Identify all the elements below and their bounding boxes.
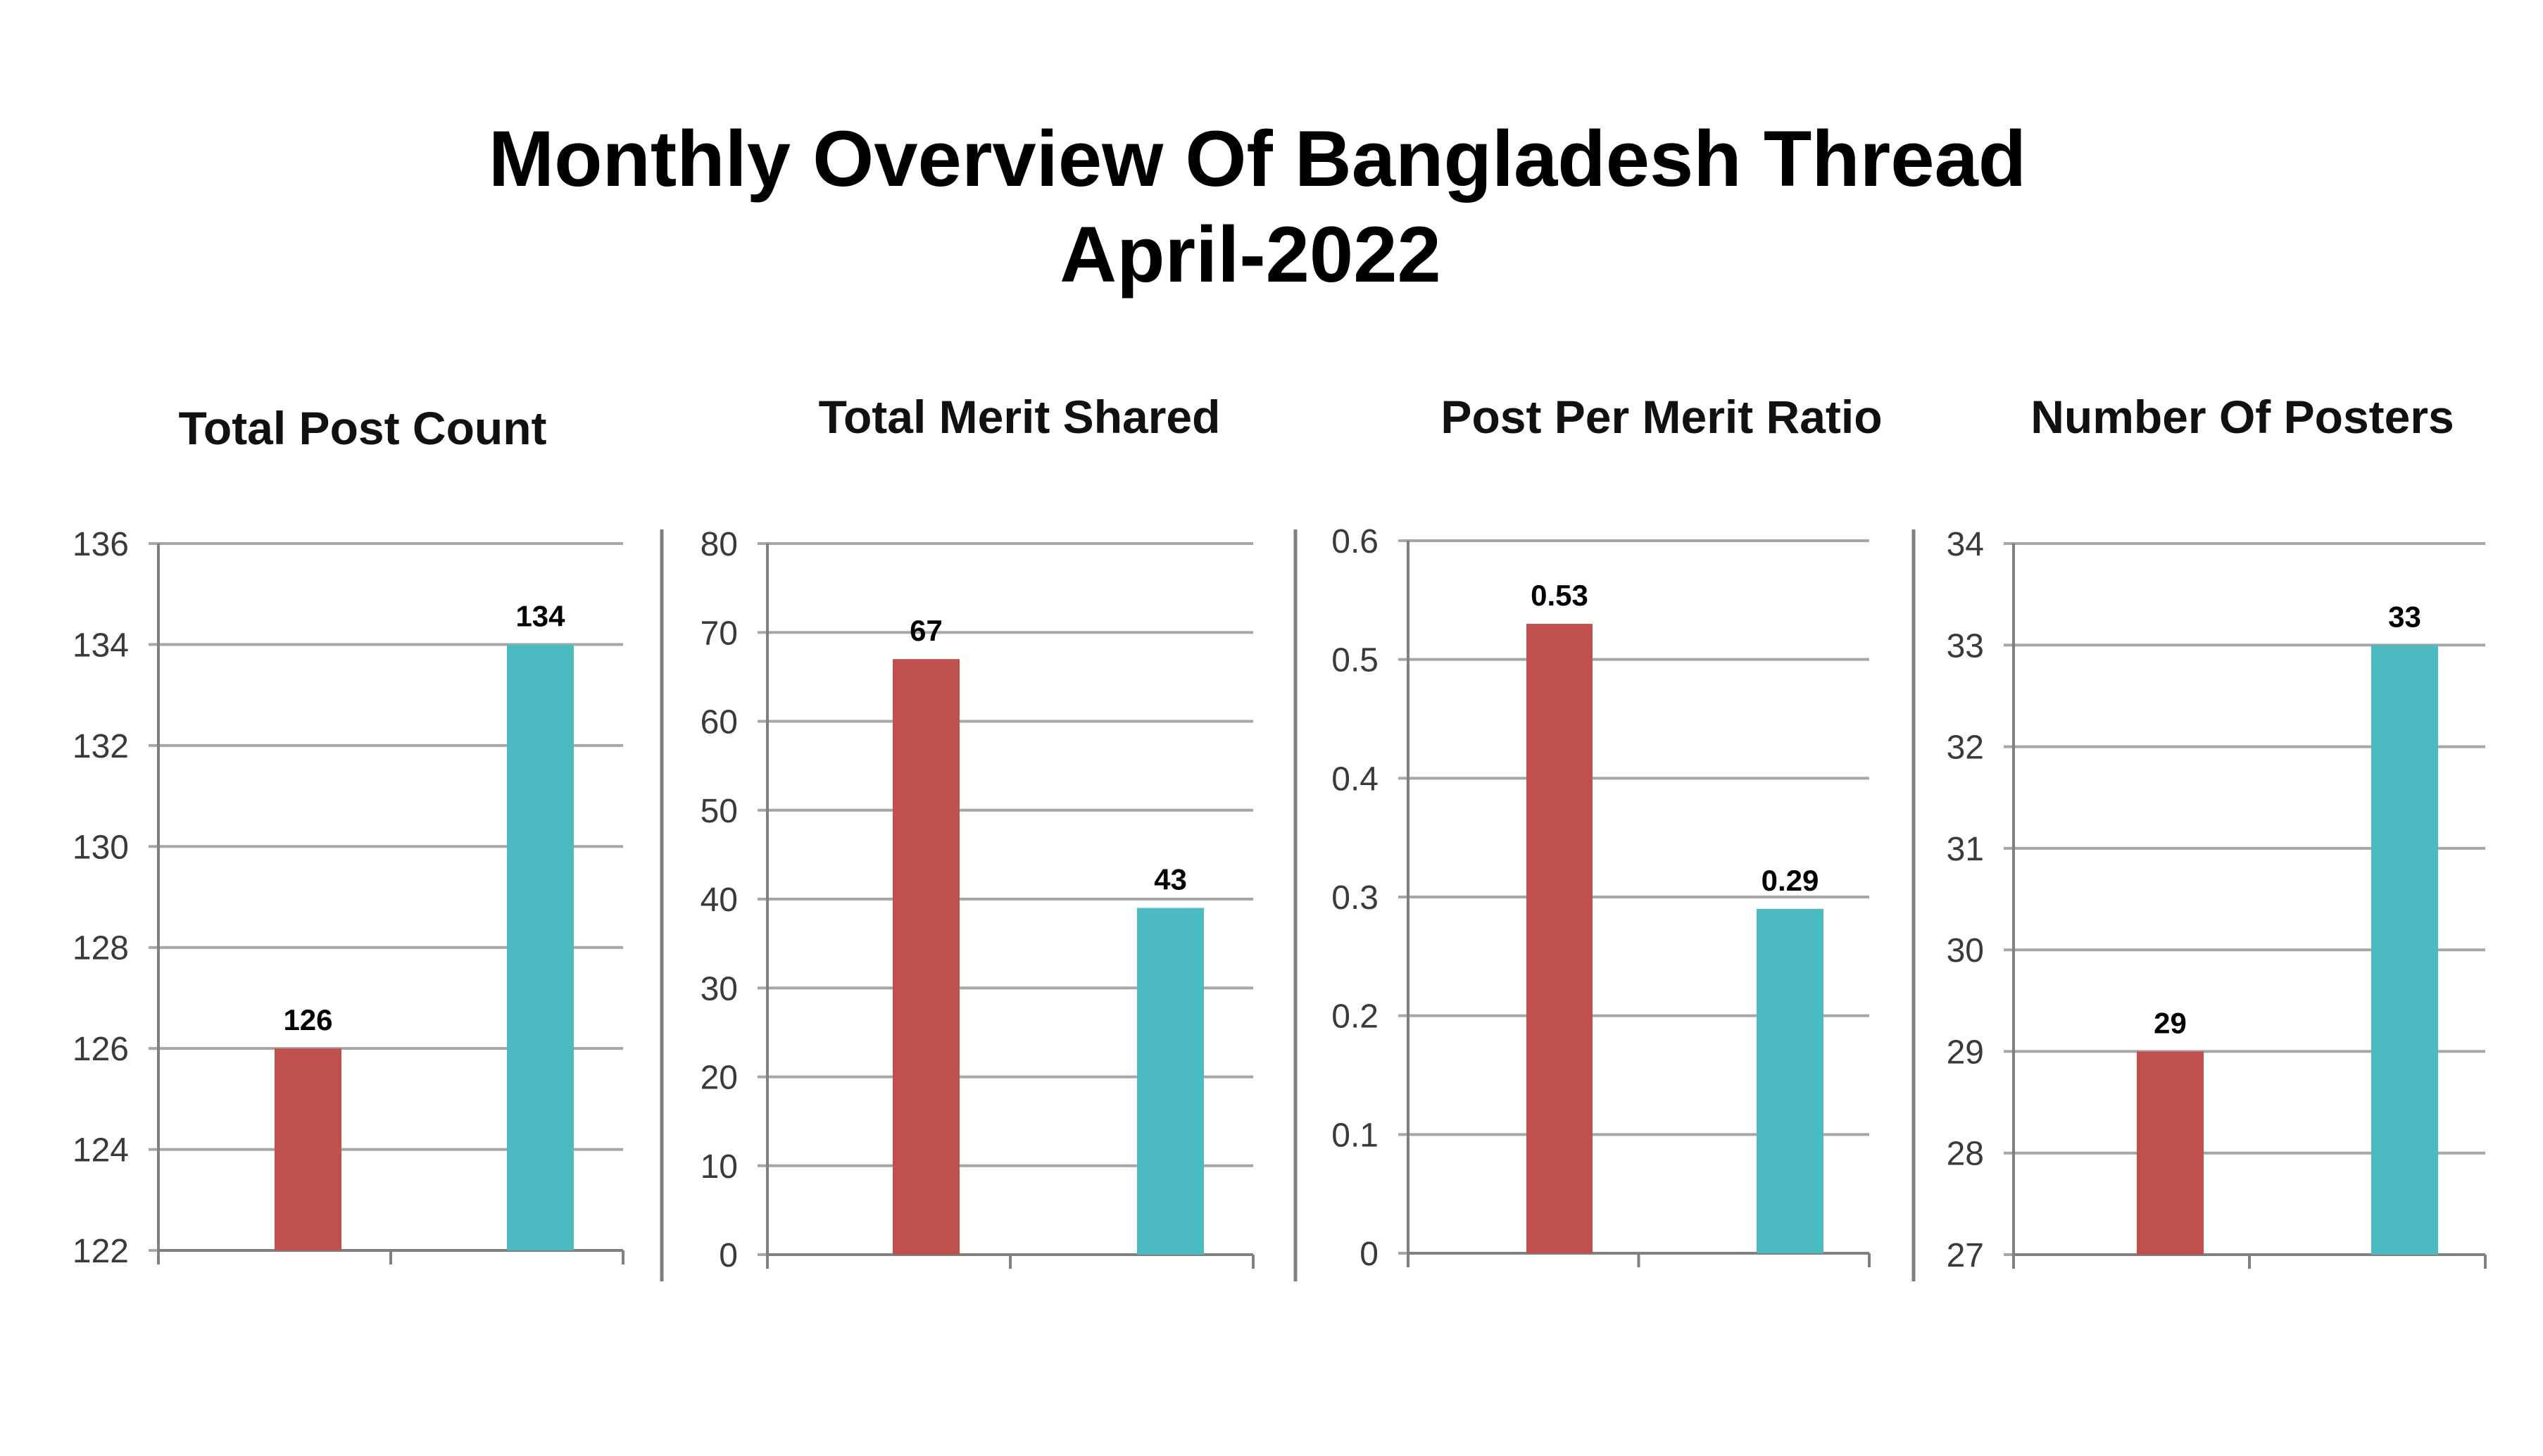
y-tick-label: 126 — [73, 1031, 129, 1068]
bar — [1526, 624, 1593, 1253]
y-tick-label: 0.5 — [1331, 642, 1379, 679]
y-tick-label: 27 — [1947, 1237, 1984, 1274]
y-tick-label: 70 — [701, 615, 738, 652]
y-tick-label: 0 — [719, 1237, 738, 1274]
data-label: 67 — [910, 614, 943, 647]
y-tick-label: 29 — [1947, 1034, 1984, 1071]
y-tick-label: 124 — [73, 1132, 129, 1169]
y-tick-label: 0.3 — [1331, 879, 1379, 917]
bar — [1137, 908, 1204, 1255]
y-tick-label: 0 — [1360, 1236, 1379, 1273]
bar — [893, 659, 960, 1255]
y-tick-label: 0.4 — [1331, 760, 1379, 798]
chart-title-number-of-posters: Number Of Posters — [2030, 391, 2454, 443]
y-tick-label: 132 — [73, 728, 129, 765]
chart-title-post-per-merit-ratio: Post Per Merit Ratio — [1440, 391, 1883, 443]
y-tick-label: 0.6 — [1331, 523, 1379, 560]
y-tick-label: 130 — [73, 829, 129, 866]
y-tick-label: 10 — [701, 1148, 738, 1186]
y-tick-label: 32 — [1947, 729, 1984, 767]
data-label: 33 — [2388, 600, 2421, 633]
data-label: 134 — [515, 599, 565, 632]
y-tick-label: 0.2 — [1331, 998, 1379, 1036]
y-tick-label: 128 — [73, 930, 129, 967]
data-label: 0.53 — [1531, 579, 1588, 612]
data-label: 29 — [2154, 1006, 2187, 1039]
data-label: 126 — [283, 1003, 332, 1036]
bar — [507, 644, 574, 1250]
y-tick-label: 40 — [701, 881, 738, 919]
y-tick-label: 30 — [1947, 932, 1984, 969]
y-tick-label: 134 — [73, 627, 129, 664]
y-tick-label: 33 — [1947, 627, 1984, 665]
page-title: Monthly Overview Of Bangladesh Thread — [488, 115, 2027, 203]
bar — [2137, 1051, 2204, 1255]
page-subtitle: April-2022 — [1060, 211, 1441, 299]
y-tick-label: 0.1 — [1331, 1117, 1379, 1154]
data-label: 0.29 — [1762, 864, 1819, 897]
bar — [1757, 908, 1823, 1253]
bar — [275, 1048, 341, 1250]
y-tick-label: 60 — [701, 704, 738, 741]
y-tick-label: 30 — [701, 970, 738, 1008]
chart-title-total-merit-shared: Total Merit Shared — [818, 391, 1221, 443]
y-tick-label: 28 — [1947, 1136, 1984, 1173]
y-tick-label: 80 — [701, 526, 738, 563]
chart-title-total-post-count: Total Post Count — [178, 402, 547, 454]
data-label: 43 — [1154, 863, 1187, 896]
y-tick-label: 122 — [73, 1233, 129, 1270]
y-tick-label: 34 — [1947, 526, 1984, 563]
y-tick-label: 20 — [701, 1060, 738, 1097]
y-tick-label: 50 — [701, 793, 738, 830]
y-tick-label: 136 — [73, 526, 129, 563]
bar — [2371, 645, 2438, 1255]
y-tick-label: 31 — [1947, 831, 1984, 868]
